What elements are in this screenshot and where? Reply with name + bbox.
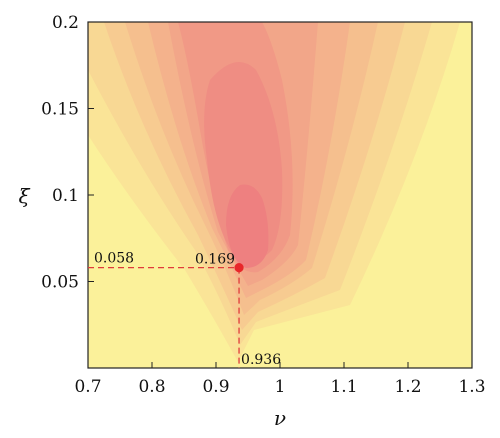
contour-band [226,184,269,268]
x-tick-label: 0.7 [74,377,101,397]
y-tick-label: 0.1 [52,186,79,206]
optimum-guides [88,263,244,368]
plot-area [88,22,472,368]
x-tick-label: 0.8 [138,377,165,397]
x-axis-ticks: 0.7 0.8 0.9 1 1.1 1.2 1.3 [74,362,486,397]
x-tick-label: 1.1 [330,377,357,397]
y-tick-label: 0.05 [41,273,79,293]
x-tick-label: 1.2 [394,377,421,397]
contour-bands [88,22,460,362]
optimum-value-label: 0.169 [195,252,235,268]
y-axis-label: ξ [18,184,30,208]
optimum-x-label: 0.936 [241,352,281,368]
x-tick-label: 0.9 [202,377,229,397]
x-tick-label: 1 [275,377,286,397]
x-axis-label: ν [274,406,286,430]
y-tick-label: 0.15 [41,100,79,120]
x-tick-label: 1.3 [458,377,485,397]
optimum-marker [234,263,244,273]
y-axis-ticks: 0.05 0.1 0.15 0.2 [41,13,94,293]
optimum-y-label: 0.058 [94,251,134,267]
y-tick-label: 0.2 [52,13,79,33]
